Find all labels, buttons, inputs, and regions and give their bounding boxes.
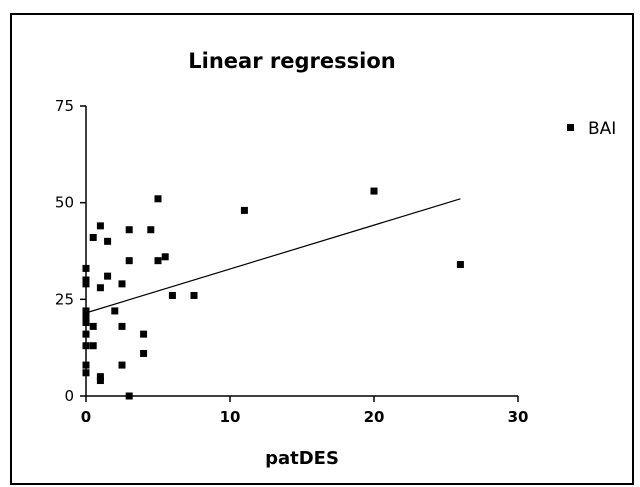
data-point bbox=[456, 261, 464, 269]
legend-label-bai: BAI bbox=[588, 119, 616, 139]
y-axis: 0 25 50 75 bbox=[55, 97, 87, 405]
data-point bbox=[154, 195, 162, 203]
data-point bbox=[140, 349, 148, 357]
data-point bbox=[125, 226, 133, 234]
data-point bbox=[118, 280, 126, 288]
data-point bbox=[82, 276, 90, 284]
legend: BAI bbox=[567, 119, 616, 139]
data-point bbox=[147, 226, 155, 234]
x-tick-label: 20 bbox=[364, 408, 385, 426]
data-point bbox=[82, 319, 90, 327]
data-point bbox=[89, 322, 97, 330]
x-tick-label: 10 bbox=[220, 408, 241, 426]
data-point bbox=[82, 369, 90, 377]
data-point bbox=[96, 222, 104, 230]
data-point bbox=[82, 280, 90, 288]
regression-line-group bbox=[85, 198, 461, 314]
data-point bbox=[118, 361, 126, 369]
x-tick-label: 30 bbox=[508, 408, 529, 426]
data-point bbox=[168, 291, 176, 299]
data-points bbox=[82, 187, 464, 400]
y-tick-label: 25 bbox=[55, 290, 74, 308]
data-point bbox=[118, 322, 126, 330]
data-point bbox=[111, 307, 119, 315]
chart-title: Linear regression bbox=[188, 49, 395, 73]
data-point bbox=[140, 330, 148, 338]
x-axis-label: patDES bbox=[265, 448, 339, 469]
y-tick-label: 75 bbox=[55, 97, 74, 115]
data-point bbox=[96, 373, 104, 381]
data-point bbox=[104, 272, 112, 280]
data-point bbox=[82, 330, 90, 338]
data-point bbox=[154, 257, 162, 265]
data-point bbox=[125, 392, 133, 400]
regression-line bbox=[85, 198, 461, 314]
data-point bbox=[96, 377, 104, 385]
data-point bbox=[190, 291, 198, 299]
y-tick-label: 0 bbox=[64, 387, 74, 405]
data-point bbox=[82, 264, 90, 272]
data-point bbox=[240, 206, 248, 214]
data-point bbox=[82, 311, 90, 319]
data-point bbox=[104, 237, 112, 245]
data-point bbox=[89, 342, 97, 350]
data-point bbox=[96, 284, 104, 292]
data-point bbox=[82, 361, 90, 369]
legend-marker-bai bbox=[567, 124, 574, 131]
y-tick-label: 50 bbox=[55, 194, 74, 212]
data-point bbox=[125, 257, 133, 265]
data-point bbox=[161, 253, 169, 261]
x-axis: 0 10 20 30 bbox=[81, 395, 529, 426]
chart-frame bbox=[10, 13, 634, 485]
data-point bbox=[89, 233, 97, 241]
data-point bbox=[82, 307, 90, 315]
data-point bbox=[82, 315, 90, 323]
data-point bbox=[82, 342, 90, 350]
x-tick-label: 0 bbox=[81, 408, 91, 426]
data-point bbox=[370, 187, 378, 195]
